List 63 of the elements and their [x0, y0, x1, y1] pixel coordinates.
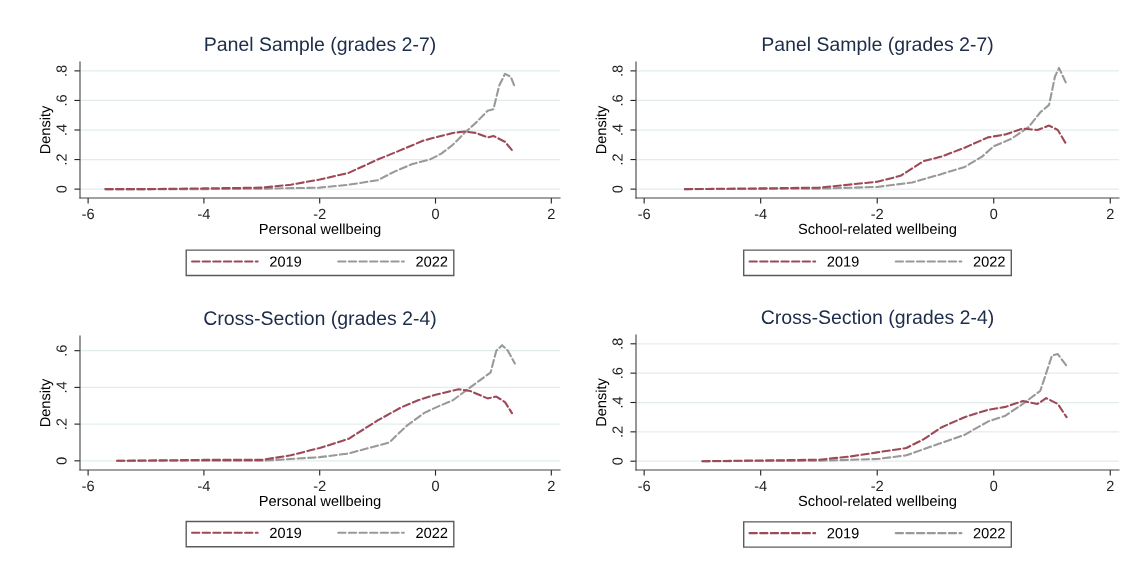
- x-tick-label: -6: [638, 208, 650, 220]
- x-tick-label: -2: [313, 208, 326, 219]
- legend-label: 2022: [973, 528, 1005, 539]
- x-tick-label: -2: [313, 480, 326, 491]
- legend-label: 2019: [827, 256, 859, 267]
- x-tick-label: 0: [432, 208, 439, 220]
- chart-title: Panel Sample (grades 2-7): [205, 36, 435, 55]
- legend-label: 2019: [827, 528, 859, 539]
- line-series: [683, 124, 1068, 191]
- x-tick-label: 0: [432, 480, 439, 492]
- x-tick-label: -2: [871, 208, 883, 219]
- y-tick-label: .8: [56, 65, 67, 76]
- chart-title: Panel Sample (grades 2-7): [762, 36, 993, 55]
- x-tick-label: 2: [547, 480, 555, 491]
- legend-label: 2022: [973, 256, 1005, 267]
- y-tick-label: .8: [612, 65, 623, 76]
- y-tick-label: .4: [56, 381, 67, 393]
- x-tick-label: 2: [1106, 208, 1114, 219]
- x-tick-label: -4: [198, 480, 210, 491]
- y-tick-label: .4: [612, 396, 623, 408]
- y-tick-label: .4: [612, 124, 623, 135]
- x-tick-label: 2: [1106, 480, 1114, 491]
- x-axis-title: Personal wellbeing: [259, 495, 381, 509]
- x-tick-label: 0: [990, 480, 998, 492]
- y-tick-label: 0: [56, 185, 67, 193]
- y-tick-label: 0: [56, 457, 67, 465]
- y-tick-label: .8: [612, 338, 623, 349]
- legend-label: 2022: [416, 256, 448, 267]
- y-tick-label: .6: [56, 94, 67, 106]
- x-axis-title: School-related wellbeing: [798, 495, 957, 509]
- x-tick-label: 0: [990, 208, 998, 220]
- legend-label: 2019: [270, 256, 302, 267]
- y-tick-label: .4: [56, 124, 67, 135]
- legend-label: 2019: [270, 527, 302, 539]
- y-tick-label: .2: [612, 154, 623, 165]
- legend-label: 2022: [416, 527, 448, 539]
- x-axis-title: Personal wellbeing: [259, 223, 381, 237]
- x-axis-title: School-related wellbeing: [798, 223, 957, 237]
- y-axis-title: Density: [39, 378, 54, 427]
- y-axis-title: Density: [595, 105, 610, 154]
- y-tick-label: .6: [612, 94, 623, 106]
- y-tick-label: 0: [612, 185, 623, 193]
- y-tick-label: .6: [612, 367, 623, 378]
- x-tick-label: 2: [547, 208, 555, 219]
- x-tick-label: -2: [871, 480, 883, 491]
- y-tick-label: .2: [56, 418, 67, 429]
- x-tick-label: -4: [754, 480, 767, 491]
- x-tick-label: -4: [198, 208, 210, 219]
- line-series: [104, 130, 515, 191]
- chart-title: Cross-Section (grades 2-4): [204, 310, 436, 329]
- y-tick-label: .6: [56, 345, 67, 356]
- chart-title: Cross-Section (grades 2-4): [761, 309, 994, 328]
- y-axis-title: Density: [39, 105, 54, 154]
- x-tick-label: -4: [754, 208, 767, 219]
- y-tick-label: .2: [612, 426, 623, 437]
- line-series: [701, 397, 1068, 463]
- x-tick-label: -6: [82, 480, 94, 492]
- y-axis-title: Density: [595, 378, 610, 426]
- line-series: [116, 388, 513, 462]
- y-tick-label: 0: [612, 457, 623, 465]
- x-tick-label: -6: [82, 208, 94, 220]
- y-tick-label: .2: [56, 154, 67, 165]
- x-tick-label: -6: [638, 480, 650, 492]
